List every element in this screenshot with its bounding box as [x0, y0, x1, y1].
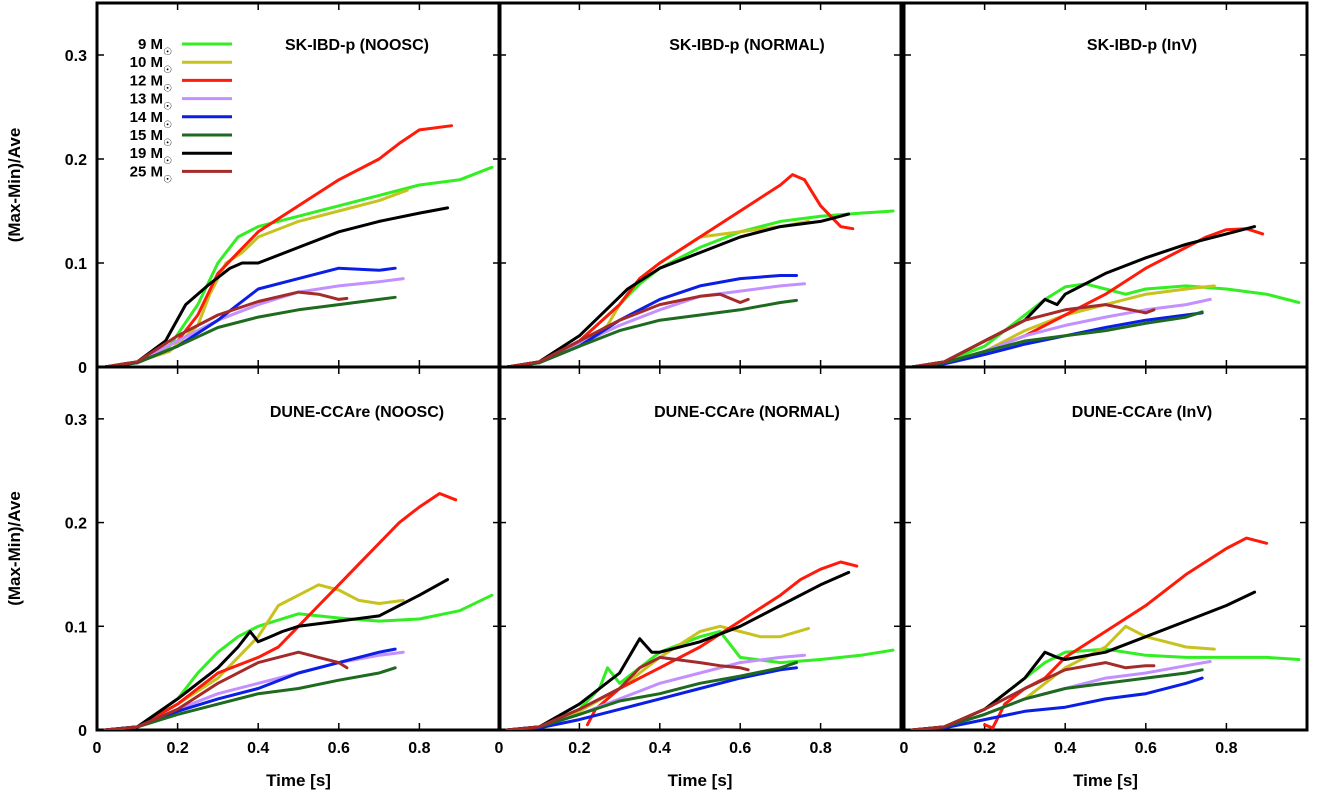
series-line-25msun [910, 661, 1156, 730]
x-axis-title: Time [s] [668, 771, 733, 790]
legend-label: 25 M☉ [130, 163, 172, 185]
series-line-12msun [103, 492, 458, 730]
series-line-15msun [103, 295, 397, 367]
series-line-19msun [910, 225, 1257, 367]
series-line-25msun [103, 650, 349, 730]
x-tick-label: 0.4 [247, 740, 269, 757]
legend-label: 14 M☉ [130, 109, 172, 131]
series-line-15msun [910, 310, 1204, 367]
panel-frame [95, 365, 502, 732]
series-line-14msun [910, 676, 1204, 730]
series-line-15msun [910, 668, 1204, 730]
series-line-25msun [505, 655, 750, 730]
x-tick-label: 0.4 [1054, 740, 1076, 757]
panel-4: 0 0.1 0.2 0.3 0 0.2 0.4 0.6 0.8 DUNE-CCAre (NOOSC… [65, 365, 502, 757]
panel-title: SK-IBD-p (NOOSC) [285, 37, 429, 54]
series-line-10msun [505, 624, 810, 730]
series-line-19msun [505, 570, 851, 730]
x-tick-label: 0.8 [408, 740, 430, 757]
legend-label: 13 M☉ [130, 91, 172, 113]
y-tick-label: 0.2 [65, 152, 87, 169]
y-tick-label: 0.1 [65, 256, 87, 273]
series-line-19msun [910, 590, 1257, 730]
series-line-25msun [505, 292, 750, 367]
y-tick-label: 0.1 [65, 619, 87, 636]
series-line-9msun [103, 165, 494, 367]
x-tick-label: 0.2 [166, 740, 188, 757]
panel-frame [497, 365, 903, 732]
panel-title: SK-IBD-p (NORMAL) [669, 37, 825, 54]
x-tick-label: 0.6 [328, 740, 350, 757]
panel-5: 0 0.2 0.4 0.6 0.8 DUNE-CCAre (NORMAL) [495, 365, 903, 757]
series-line-15msun [103, 666, 397, 730]
panel-frame [902, 365, 1309, 732]
panel-frame [902, 1, 1309, 369]
y-axis-title: (Max-Min)/Ave [5, 128, 24, 243]
y-tick-label: 0.3 [65, 48, 87, 65]
panel-3: SK-IBD-p (InV) [902, 1, 1309, 369]
x-tick-label: 0 [93, 740, 102, 757]
series-line-10msun [103, 188, 409, 367]
panel-title: DUNE-CCAre (NOOSC) [270, 404, 444, 421]
x-tick-label: 0.6 [729, 740, 751, 757]
y-tick-label: 0 [78, 723, 87, 740]
panel-title: DUNE-CCAre (InV) [1072, 404, 1212, 421]
y-tick-label: 0.3 [65, 412, 87, 429]
legend-label: 9 M☉ [138, 36, 172, 58]
y-tick-label: 0 [78, 360, 87, 377]
y-tick-label: 0.2 [65, 516, 87, 533]
panel-6: 0 0.2 0.4 0.6 0.8 DUNE-CCAre (InV) [900, 365, 1309, 757]
series-line-19msun [505, 212, 851, 367]
series-line-19msun [103, 206, 450, 367]
x-tick-label: 0.2 [568, 740, 590, 757]
series-line-9msun [910, 282, 1301, 367]
series-line-19msun [103, 578, 450, 730]
series-line-25msun [103, 290, 349, 367]
x-tick-label: 0.6 [1135, 740, 1157, 757]
series-line-14msun [505, 666, 798, 730]
panel-title: SK-IBD-p (InV) [1087, 37, 1197, 54]
series-line-25msun [910, 303, 1156, 367]
x-tick-label: 0 [900, 740, 909, 757]
series-line-15msun [505, 661, 798, 730]
x-tick-label: 0.4 [649, 740, 671, 757]
panel-1: 0 0.1 0.2 0.3 SK-IBD-p (NOOSC) [65, 1, 502, 377]
panel-2: SK-IBD-p (NORMAL) [497, 1, 903, 369]
panel-frame [497, 1, 903, 369]
series-line-10msun [505, 219, 810, 367]
legend-label: 15 M☉ [130, 127, 172, 149]
x-axis-title: Time [s] [266, 771, 331, 790]
series-line-12msun [910, 227, 1265, 367]
legend-label: 12 M☉ [130, 72, 172, 94]
series-line-12msun [505, 173, 855, 367]
x-tick-label: 0.8 [1215, 740, 1237, 757]
x-axis-title: Time [s] [1073, 771, 1138, 790]
series-line-10msun [910, 624, 1216, 730]
series-line-15msun [505, 298, 798, 367]
y-axis-title: (Max-Min)/Ave [5, 491, 24, 606]
x-tick-label: 0 [495, 740, 504, 757]
x-tick-label: 0.2 [973, 740, 995, 757]
x-tick-label: 0.8 [809, 740, 831, 757]
panel-title: DUNE-CCAre (NORMAL) [654, 404, 840, 421]
legend-label: 10 M☉ [130, 54, 172, 76]
legend: 9 M☉10 M☉12 M☉13 M☉14 M☉15 M☉19 M☉25 M☉ [130, 36, 232, 185]
legend-label: 19 M☉ [130, 145, 172, 167]
